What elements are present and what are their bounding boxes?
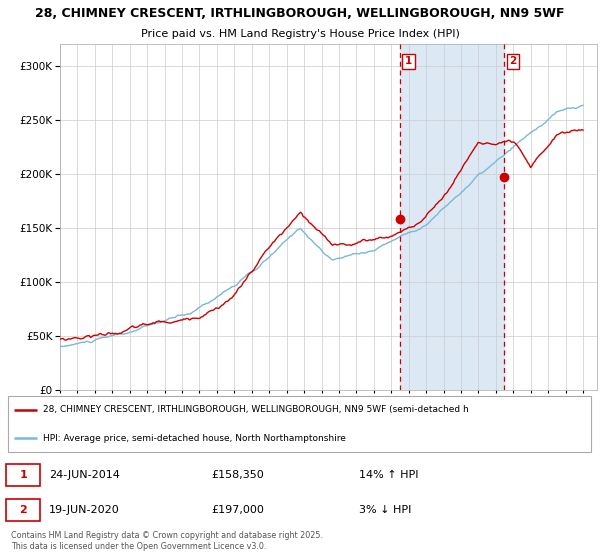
FancyBboxPatch shape xyxy=(8,396,591,452)
Text: 2: 2 xyxy=(509,56,517,66)
Text: £158,350: £158,350 xyxy=(212,470,264,480)
Text: 1: 1 xyxy=(405,56,412,66)
FancyBboxPatch shape xyxy=(6,499,40,521)
Text: 3% ↓ HPI: 3% ↓ HPI xyxy=(359,505,412,515)
Text: Price paid vs. HM Land Registry's House Price Index (HPI): Price paid vs. HM Land Registry's House … xyxy=(140,29,460,39)
Bar xyxy=(400,44,504,390)
FancyBboxPatch shape xyxy=(6,464,40,486)
Text: 14% ↑ HPI: 14% ↑ HPI xyxy=(359,470,419,480)
Text: 24-JUN-2014: 24-JUN-2014 xyxy=(49,470,120,480)
Text: HPI: Average price, semi-detached house, North Northamptonshire: HPI: Average price, semi-detached house,… xyxy=(43,434,346,443)
Text: 28, CHIMNEY CRESCENT, IRTHLINGBOROUGH, WELLINGBOROUGH, NN9 5WF: 28, CHIMNEY CRESCENT, IRTHLINGBOROUGH, W… xyxy=(35,7,565,20)
Text: 28, CHIMNEY CRESCENT, IRTHLINGBOROUGH, WELLINGBOROUGH, NN9 5WF (semi-detached h: 28, CHIMNEY CRESCENT, IRTHLINGBOROUGH, W… xyxy=(43,405,469,414)
Text: 1: 1 xyxy=(19,470,27,480)
Text: Contains HM Land Registry data © Crown copyright and database right 2025.
This d: Contains HM Land Registry data © Crown c… xyxy=(11,531,323,551)
Text: 2: 2 xyxy=(19,505,27,515)
Text: £197,000: £197,000 xyxy=(212,505,265,515)
Text: 19-JUN-2020: 19-JUN-2020 xyxy=(49,505,120,515)
